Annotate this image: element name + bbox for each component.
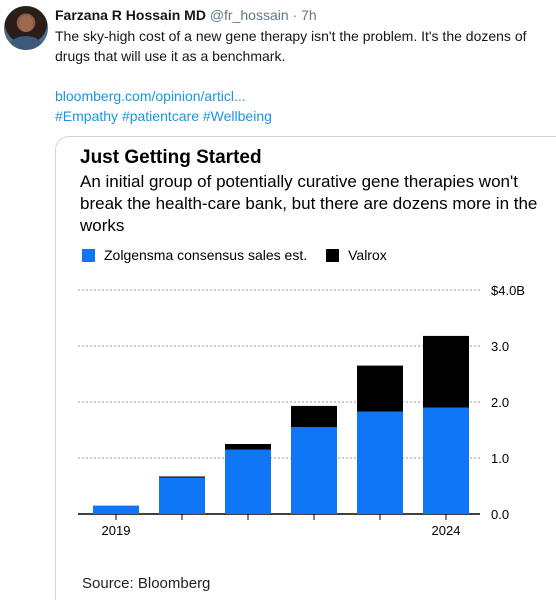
avatar-body	[10, 36, 42, 50]
y-tick-label: 0.0	[491, 507, 509, 522]
plot-area: 0.0 1.0 2.0 3.0 $4.0B 2019 2024	[56, 272, 556, 552]
author-name[interactable]: Farzana R Hossain MD	[55, 7, 206, 23]
y-tick-label: $4.0B	[491, 283, 525, 298]
y-tick-label: 2.0	[491, 395, 509, 410]
tweet-header: Farzana R Hossain MD @fr_hossain · 7h	[55, 6, 317, 24]
chart-subtitle: An initial group of potentially curative…	[80, 172, 538, 235]
legend-label-valrox: Valrox	[348, 247, 387, 263]
bar-zolgensma	[291, 427, 337, 514]
x-tick-label: 2024	[432, 523, 461, 538]
legend-item-zolgensma: Zolgensma consensus sales est.	[82, 247, 307, 263]
bar-valrox	[357, 365, 403, 412]
hashtag-patientcare[interactable]: #patientcare	[121, 108, 199, 124]
hashtags: #Empathy #patientcare #Wellbeing	[55, 106, 272, 126]
bar-zolgensma	[357, 411, 403, 514]
chart-title: Just Getting Started	[80, 147, 262, 168]
y-tick-label: 3.0	[491, 339, 509, 354]
author-handle[interactable]: @fr_hossain	[209, 7, 289, 23]
tweet-time[interactable]: 7h	[301, 7, 317, 23]
bar-valrox	[225, 444, 271, 450]
y-tick-label: 1.0	[491, 451, 509, 466]
user-avatar[interactable]	[4, 6, 48, 50]
article-link[interactable]: bloomberg.com/opinion/articl...	[55, 88, 246, 104]
legend-swatch-valrox	[326, 248, 340, 262]
bar-chart: 0.0 1.0 2.0 3.0 $4.0B 2019 2024	[78, 283, 525, 538]
bar-valrox	[423, 335, 469, 408]
legend-item-valrox: Valrox	[326, 247, 387, 263]
bar-valrox	[159, 476, 205, 478]
chart-card[interactable]: Just Getting Started An initial group of…	[55, 136, 556, 600]
legend-swatch-zolgensma	[82, 248, 95, 262]
chart-source: Source: Bloomberg	[82, 575, 211, 592]
separator-dot: ·	[292, 7, 298, 23]
hashtag-empathy[interactable]: #Empathy	[55, 108, 119, 124]
bar-zolgensma	[93, 505, 139, 514]
x-tick-label: 2019	[102, 523, 131, 538]
bar-zolgensma	[159, 477, 205, 514]
chart-legend: Zolgensma consensus sales est. Valrox	[82, 247, 406, 263]
legend-label-zolgensma: Zolgensma consensus sales est.	[104, 247, 308, 263]
bar-valrox	[291, 405, 337, 428]
avatar-face	[19, 15, 33, 32]
tweet-text: The sky-high cost of a new gene therapy …	[55, 28, 527, 64]
bar-zolgensma	[423, 407, 469, 514]
bar-zolgensma	[225, 449, 271, 514]
hashtag-wellbeing[interactable]: #Wellbeing	[202, 108, 272, 124]
